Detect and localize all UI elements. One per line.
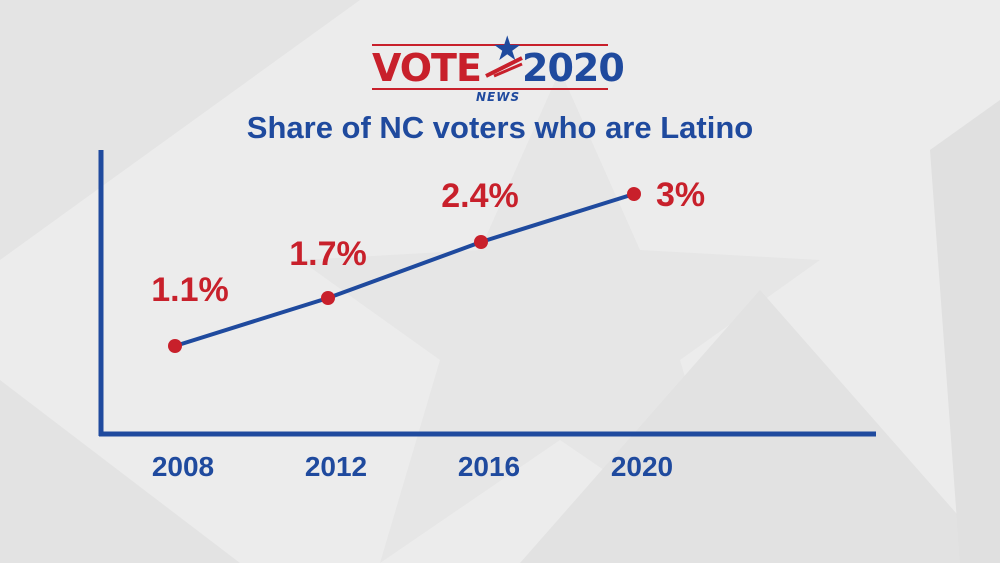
data-label-2008: 1.1% (151, 271, 229, 309)
logo-year-text: 2020 (522, 46, 625, 90)
data-point-2016 (474, 235, 488, 249)
data-point-2012 (321, 291, 335, 305)
logo-station-text: NEWS (476, 90, 521, 104)
vote-2020-logo: VOTE ★ 2020 NEWS (372, 32, 625, 110)
logo-stripes-icon (485, 56, 523, 78)
series-line (174, 192, 635, 348)
x-tick-label-2020: 2020 (611, 451, 673, 482)
chart-title: Share of NC voters who are Latino (246, 110, 754, 145)
logo-vote-text: VOTE (372, 46, 482, 90)
data-point-2020 (627, 187, 641, 201)
data-label-2016: 2.4% (441, 177, 519, 215)
data-label-2012: 1.7% (289, 235, 367, 273)
x-tick-label-2008: 2008 (152, 451, 214, 482)
data-label-2020: 3% (656, 176, 705, 214)
x-tick-label-2012: 2012 (305, 451, 367, 482)
logo-top-rule (372, 44, 608, 46)
x-tick-label-2016: 2016 (458, 451, 520, 482)
data-point-2008 (168, 339, 182, 353)
logo-bottom-rule (372, 88, 608, 90)
